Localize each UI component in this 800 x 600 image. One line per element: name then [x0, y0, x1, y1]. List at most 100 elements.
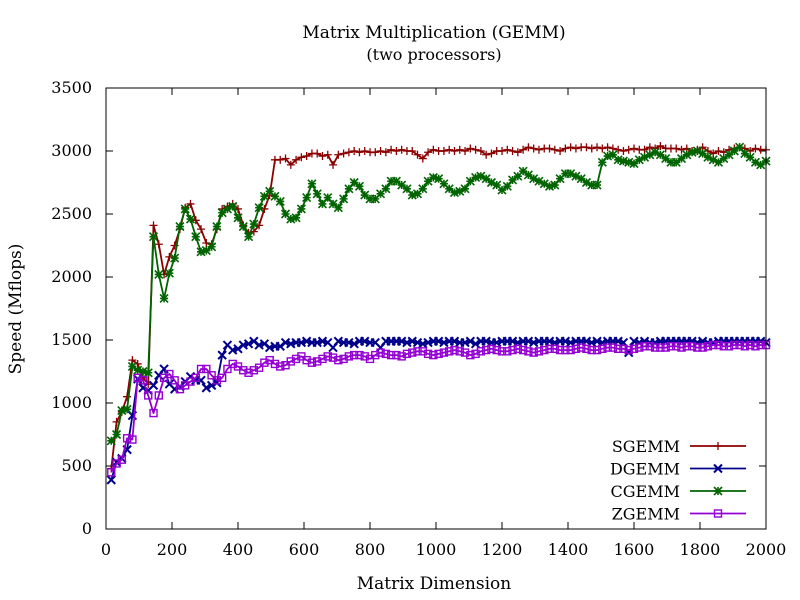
- data-point-cgemm: [597, 157, 607, 167]
- data-point-cgemm: [386, 176, 396, 186]
- data-point-zgemm: [128, 435, 137, 444]
- data-point-sgemm: [376, 147, 385, 155]
- data-point-zgemm: [239, 366, 248, 375]
- series-sgemm: [107, 141, 770, 473]
- data-point-sgemm: [371, 148, 380, 157]
- data-point-zgemm: [439, 348, 449, 357]
- data-point-cgemm: [560, 169, 570, 179]
- data-point-zgemm: [154, 391, 164, 400]
- data-point-zgemm: [408, 348, 417, 357]
- data-point-cgemm: [713, 157, 724, 167]
- data-point-cgemm: [217, 208, 227, 218]
- data-point-sgemm: [672, 144, 681, 153]
- data-point-zgemm: [503, 347, 512, 356]
- data-point-zgemm: [666, 342, 676, 351]
- data-point-sgemm: [677, 145, 686, 154]
- data-point-sgemm: [397, 145, 406, 154]
- data-point-zgemm: [497, 347, 507, 356]
- data-point-zgemm: [476, 347, 486, 356]
- data-point-cgemm: [608, 150, 618, 160]
- data-point-dgemm: [212, 378, 222, 388]
- data-point-zgemm: [191, 373, 200, 382]
- x-tick-label: 1000: [416, 540, 457, 559]
- data-point-zgemm: [355, 350, 364, 360]
- data-point-sgemm: [413, 150, 422, 159]
- data-point-sgemm: [387, 145, 396, 154]
- data-point-zgemm: [455, 347, 464, 356]
- data-point-cgemm: [687, 147, 697, 157]
- data-point-cgemm: [143, 368, 153, 378]
- data-point-sgemm: [587, 144, 596, 153]
- data-point-cgemm: [639, 152, 650, 162]
- data-point-zgemm: [376, 348, 385, 357]
- data-point-zgemm: [735, 340, 744, 350]
- data-point-zgemm: [540, 345, 549, 355]
- data-point-cgemm: [624, 157, 634, 167]
- x-tick-label: 400: [223, 540, 254, 559]
- data-point-cgemm: [539, 179, 549, 189]
- data-point-zgemm: [577, 343, 586, 352]
- data-point-dgemm: [259, 339, 270, 349]
- data-point-zgemm: [434, 349, 443, 359]
- data-point-sgemm: [439, 147, 448, 155]
- y-tick-label: 1000: [51, 393, 92, 412]
- data-point-sgemm: [360, 147, 369, 155]
- data-point-sgemm: [445, 145, 454, 154]
- data-point-sgemm: [534, 145, 543, 154]
- data-point-cgemm: [618, 156, 629, 166]
- axes: 0 200 400 600 800 1000 1200 1400 1600 1800 2000 0 50…: [51, 78, 786, 559]
- data-point-zgemm: [687, 342, 697, 351]
- data-point-sgemm: [302, 152, 311, 161]
- data-point-zgemm: [545, 344, 554, 354]
- data-point-zgemm: [561, 345, 570, 355]
- data-point-cgemm: [307, 179, 317, 189]
- data-point-cgemm: [550, 180, 560, 190]
- data-point-cgemm: [138, 366, 148, 377]
- data-point-zgemm: [397, 352, 406, 361]
- data-point-zgemm: [429, 350, 438, 360]
- data-point-cgemm: [513, 171, 523, 181]
- data-point-zgemm: [386, 350, 396, 360]
- data-point-zgemm: [228, 359, 237, 369]
- data-point-dgemm: [217, 350, 227, 360]
- data-point-cgemm: [360, 190, 370, 200]
- data-point-zgemm: [603, 343, 612, 352]
- data-point-zgemm: [196, 364, 206, 374]
- data-point-sgemm: [645, 143, 654, 152]
- legend-label: SGEMM: [612, 437, 680, 456]
- data-point-cgemm: [365, 194, 375, 204]
- series-zgemm: [107, 340, 771, 477]
- data-point-sgemm: [482, 150, 491, 159]
- data-point-sgemm: [392, 147, 401, 155]
- x-tick-label: 2000: [746, 540, 787, 559]
- data-point-cgemm: [191, 232, 201, 242]
- data-point-zgemm: [202, 364, 211, 374]
- data-point-cgemm: [719, 153, 729, 164]
- data-point-zgemm: [360, 352, 369, 361]
- legend-label: ZGEMM: [612, 505, 680, 524]
- data-point-cgemm: [344, 184, 354, 194]
- data-point-zgemm: [371, 350, 380, 360]
- data-point-zgemm: [571, 344, 581, 354]
- data-point-cgemm: [449, 188, 460, 198]
- data-point-zgemm: [117, 455, 127, 464]
- data-point-cgemm: [275, 196, 285, 206]
- data-point-sgemm: [334, 150, 343, 159]
- data-point-sgemm: [714, 147, 723, 155]
- series-cgemm: [106, 142, 771, 446]
- data-point-cgemm: [571, 171, 581, 181]
- data-point-sgemm: [154, 240, 163, 249]
- data-point-cgemm: [159, 293, 169, 303]
- data-point-cgemm: [302, 193, 312, 203]
- data-point-cgemm: [402, 184, 412, 194]
- data-point-zgemm: [550, 344, 559, 354]
- legend-item-dgemm: DGEMM: [610, 460, 746, 479]
- chart-subtitle: (two processors): [366, 45, 501, 64]
- data-point-zgemm: [392, 350, 401, 360]
- data-point-zgemm: [223, 364, 232, 374]
- data-point-sgemm: [598, 144, 607, 153]
- data-point-cgemm: [745, 152, 755, 162]
- data-point-cgemm: [492, 180, 502, 190]
- data-point-zgemm: [703, 342, 713, 351]
